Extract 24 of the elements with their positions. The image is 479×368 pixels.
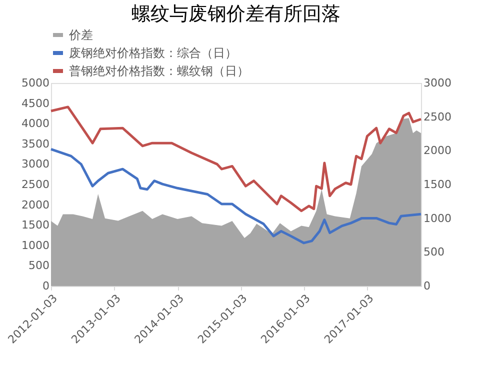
chart-title: 螺纹与废钢价差有所回落 <box>132 3 340 25</box>
y-tick-label: 1000 <box>22 238 50 252</box>
y2-tick-label: 0 <box>424 280 430 292</box>
y2-tick-label: 2000 <box>424 144 452 158</box>
y-tick-label: 2000 <box>22 198 50 212</box>
y-tick-label: 5000 <box>22 76 50 90</box>
y-tick-label: 4000 <box>22 117 50 130</box>
y2-tick-label: 3000 <box>424 76 452 90</box>
y2-tick-label: 1500 <box>424 178 452 191</box>
y2-tick-label: 2500 <box>424 110 452 124</box>
y2-tick-label: 1000 <box>424 212 452 225</box>
line-series <box>50 106 422 212</box>
y-tick-label: 0 <box>42 280 50 292</box>
y-tick-label: 3000 <box>22 158 50 171</box>
y-tick-label: 500 <box>28 259 50 272</box>
legend-label: 废钢绝对价格指数：综合（日） <box>69 46 237 60</box>
legend-label: 价差 <box>68 28 93 42</box>
y-tick-label: 1500 <box>22 218 50 232</box>
line-series <box>50 148 422 244</box>
y-tick-label: 3500 <box>22 137 50 150</box>
y-tick-label: 2500 <box>22 178 50 191</box>
y-tick-label: 4500 <box>22 96 50 110</box>
y2-tick-label: 500 <box>424 246 444 259</box>
legend-label: 普钢绝对价格指数：螺纹钢（日） <box>69 64 249 78</box>
